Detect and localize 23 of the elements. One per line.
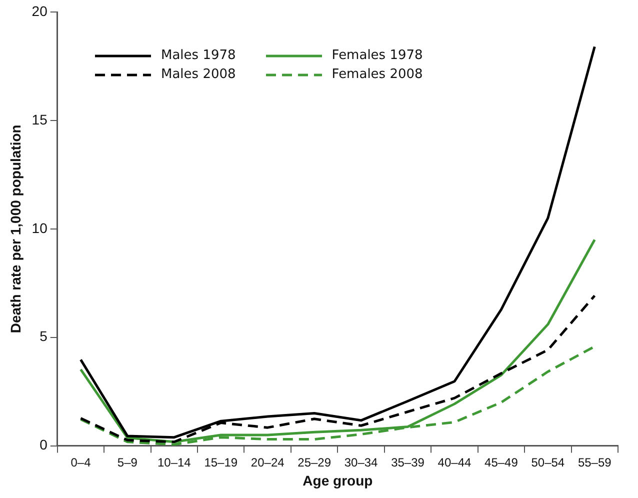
x-tick-label: 5–9	[117, 455, 138, 470]
y-tick-label: 20	[32, 2, 48, 19]
legend-label: Females 2008	[332, 67, 423, 82]
x-tick-label: 40–44	[438, 455, 472, 470]
x-tick-label: 35–39	[391, 455, 425, 470]
x-axis-title: Age group	[302, 472, 373, 488]
x-tick-label: 25–29	[298, 455, 332, 470]
x-tick-label: 20–24	[250, 455, 285, 470]
x-tick-label: 30–34	[344, 455, 378, 470]
legend-label: Males 1978	[161, 48, 236, 63]
x-tick-label: 50–54	[531, 455, 565, 470]
x-tick-label: 45–49	[484, 455, 518, 470]
y-tick-label: 10	[32, 220, 48, 236]
y-tick-label: 5	[40, 328, 48, 344]
x-tick-label: 0–4	[70, 455, 92, 470]
y-tick-label: 0	[40, 436, 48, 453]
y-axis-title: Death rate per 1,000 population	[7, 124, 24, 334]
legend-label: Females 1978	[332, 48, 423, 63]
legend-label: Males 2008	[161, 67, 236, 82]
x-tick-label: 10–14	[157, 455, 192, 470]
y-tick-label: 15	[32, 111, 48, 128]
x-tick-label: 55–59	[578, 455, 612, 470]
x-tick-label: 15–19	[204, 455, 238, 470]
